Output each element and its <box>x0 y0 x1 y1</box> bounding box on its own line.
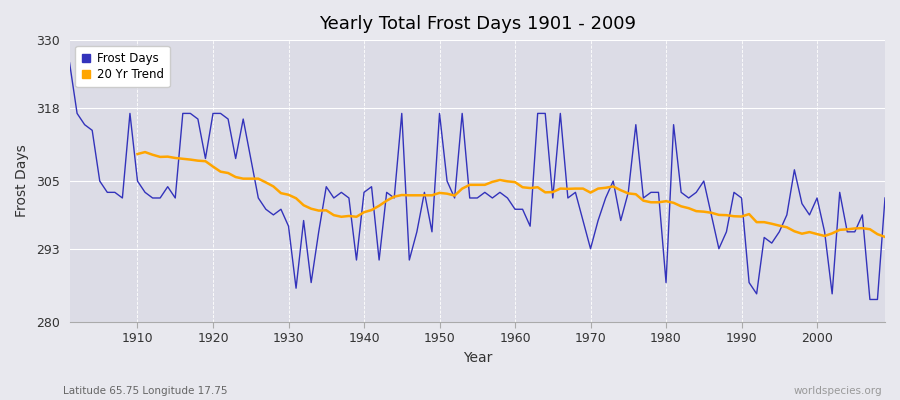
Title: Yearly Total Frost Days 1901 - 2009: Yearly Total Frost Days 1901 - 2009 <box>319 15 635 33</box>
Text: Latitude 65.75 Longitude 17.75: Latitude 65.75 Longitude 17.75 <box>63 386 228 396</box>
Y-axis label: Frost Days: Frost Days <box>15 145 29 218</box>
X-axis label: Year: Year <box>463 351 492 365</box>
Text: worldspecies.org: worldspecies.org <box>794 386 882 396</box>
Legend: Frost Days, 20 Yr Trend: Frost Days, 20 Yr Trend <box>76 46 169 87</box>
